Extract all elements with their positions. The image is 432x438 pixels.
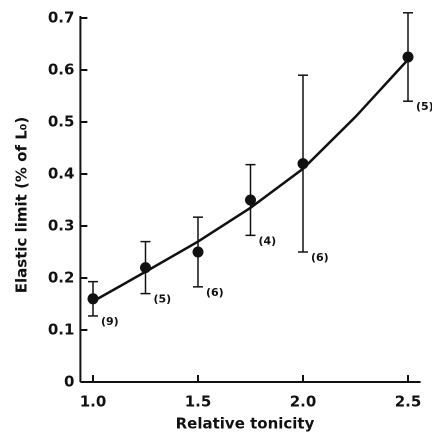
x-tick-label: 1.0: [80, 393, 107, 411]
x-tick-label: 1.5: [185, 393, 212, 411]
y-tick-label: 0.6: [48, 61, 75, 79]
y-tick-label: 0.4: [48, 165, 75, 183]
y-tick-label: 0.7: [48, 9, 75, 27]
y-tick-label: 0.1: [48, 321, 75, 339]
point: [297, 158, 309, 170]
x-axis-label: Relative tonicity: [176, 415, 315, 433]
point: [192, 246, 204, 258]
y-tick-label: 0.3: [48, 217, 75, 235]
n-label: (6): [311, 251, 329, 264]
n-label: (4): [259, 234, 277, 247]
n-label: (9): [101, 315, 119, 328]
n-label: (5): [154, 293, 172, 306]
point: [140, 262, 151, 274]
point: [245, 194, 256, 206]
x-tick-label: 2.0: [290, 393, 317, 411]
y-tick-label: 0: [64, 373, 74, 391]
n-label: (5): [416, 100, 432, 113]
x-tick-label: 2.5: [395, 393, 422, 411]
y-tick-label: 0.2: [48, 269, 75, 287]
y-axis-label: Elastic limit (% of L₀): [13, 117, 31, 293]
point: [87, 293, 99, 305]
n-label: (6): [206, 286, 224, 299]
point: [402, 51, 414, 63]
y-tick-label: 0.5: [48, 113, 75, 131]
